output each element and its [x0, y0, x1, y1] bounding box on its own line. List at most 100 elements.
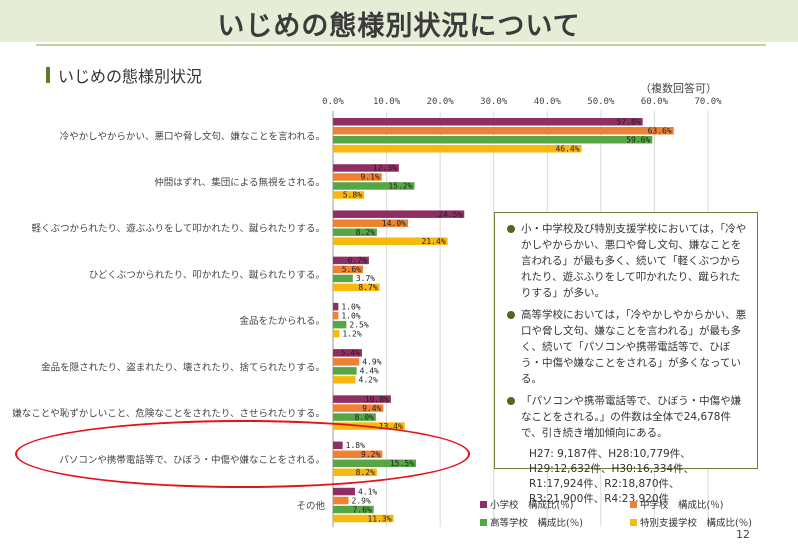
bar-high-school — [333, 367, 357, 375]
bar-junior-high — [333, 127, 674, 135]
data-label: 5.6% — [342, 265, 361, 274]
bar-elementary — [333, 118, 643, 126]
x-tick-label: 60.0% — [641, 97, 669, 107]
multi-answer-note: （複数回答可） — [640, 82, 717, 95]
bar-high-school — [333, 320, 347, 329]
note-stat-line: R1:17,924件、R2:18,870件、 — [529, 478, 680, 490]
category-label: 軽くぶつかられたり、遊ぶふりをして叩かれたり、蹴られたりする。 — [32, 223, 325, 235]
bar-junior-high — [333, 358, 360, 366]
x-tick-label: 40.0% — [534, 97, 562, 107]
slide-header-band — [0, 0, 798, 42]
note-text-2: 高等学校においては，「冷やかしやからかい、悪口や脅し文句、嫌なことを言われる」が… — [521, 309, 747, 385]
x-tick-label: 70.0% — [694, 97, 722, 107]
legend-swatch — [480, 518, 487, 526]
x-tick-label: 50.0% — [587, 97, 615, 107]
legend-item-special-needs: 特別支援学校 構成比(％) — [630, 515, 752, 529]
data-label: 21.4% — [422, 237, 446, 246]
data-label: 10.8% — [365, 395, 389, 404]
note-stat-line: H27: 9,187件、H28:10,779件、 — [529, 448, 691, 460]
slide-title: いじめの態様別状況について — [217, 11, 581, 42]
category-label: 冷やかしやからかい、悪口や脅し文句、嫌なことを言われる。 — [60, 130, 325, 142]
bar-junior-high — [333, 173, 382, 181]
data-label: 1.0% — [341, 302, 360, 311]
bar-high-school — [333, 505, 374, 514]
data-label: 5.4% — [341, 349, 360, 358]
chart-legend: 小学校 構成比(％) 中学校 構成比(％) 高等学校 構成比(％) 特別支援学校… — [480, 497, 770, 533]
note-text-1: 小・中学校及び特別支援学校においては，「冷やかしやからかい、悪口や脅し文句、嫌な… — [521, 223, 747, 299]
category-label: 金品を隠されたり、盗まれたり、壊されたり、捨てられたりする。 — [41, 361, 325, 373]
data-label: 11.3% — [367, 514, 391, 523]
category-label: ひどくぶつかられたり、叩かれたり、蹴られたりする。 — [89, 269, 325, 281]
data-label: 4.2% — [359, 376, 378, 385]
data-label: 3.7% — [356, 274, 375, 283]
bar-high-school — [333, 228, 377, 236]
bar-elementary — [333, 210, 465, 218]
data-label: 5.8% — [343, 191, 362, 200]
bar-junior-high — [333, 404, 384, 412]
x-tick-label: 10.0% — [373, 97, 401, 107]
x-tick-label: 20.0% — [427, 97, 455, 107]
legend-label: 中学校 構成比(％) — [640, 500, 724, 511]
note-text-3: 「パソコンや携帯電話等で、ひぼう・中傷や嫌なことをされる。」の件数は全体で24,… — [521, 395, 742, 439]
note-stat-line: H29:12,632件、H30:16,334件、 — [529, 463, 695, 475]
page-number: 12 — [736, 528, 750, 541]
bar-high-school — [333, 182, 415, 190]
bar-elementary — [333, 349, 362, 357]
bar-special-needs — [333, 329, 340, 338]
bar-elementary — [333, 487, 355, 496]
bullet-icon — [507, 225, 515, 233]
bar-elementary — [333, 395, 391, 403]
data-label: 63.6% — [648, 127, 672, 136]
legend-item-elementary: 小学校 構成比(％) — [480, 497, 573, 511]
legend-label: 小学校 構成比(％) — [490, 500, 574, 511]
bar-high-school — [333, 136, 653, 144]
bar-special-needs — [333, 514, 394, 523]
data-label: 9.4% — [362, 404, 381, 413]
data-label: 1.2% — [342, 329, 361, 338]
bar-special-needs — [333, 376, 356, 384]
section-title: いじめの態様別状況 — [58, 67, 203, 86]
bar-special-needs — [333, 145, 582, 153]
legend-item-high-school: 高等学校 構成比(％) — [480, 515, 583, 529]
note-item: 小・中学校及び特別支援学校においては，「冷やかしやからかい、悪口や脅し文句、嫌な… — [507, 221, 747, 301]
category-label: 仲間はずれ、集団による無視をされる。 — [154, 176, 325, 188]
data-label: 8.7% — [358, 283, 377, 292]
note-stats: H27: 9,187件、H28:10,779件、 H29:12,632件、H30… — [507, 447, 747, 507]
data-label: 4.1% — [358, 487, 377, 496]
data-label: 46.4% — [555, 145, 579, 154]
data-label: 2.9% — [352, 496, 371, 505]
bar-high-school — [333, 274, 353, 283]
bar-elementary — [333, 302, 339, 311]
data-label: 2.5% — [349, 320, 368, 329]
bar-special-needs — [333, 283, 380, 292]
data-label: 4.9% — [362, 358, 381, 367]
x-tick-label: 0.0% — [322, 97, 344, 107]
data-label: 24.5% — [438, 210, 462, 219]
notes-box: 小・中学校及び特別支援学校においては，「冷やかしやからかい、悪口や脅し文句、嫌な… — [494, 212, 758, 505]
note-item: 高等学校においては，「冷やかしやからかい、悪口や脅し文句、嫌なことを言われる」が… — [507, 307, 747, 387]
highlight-ellipse — [15, 420, 470, 488]
title-underline — [36, 44, 766, 46]
bar-junior-high — [333, 311, 339, 320]
legend-label: 特別支援学校 構成比(％) — [640, 518, 752, 529]
bar-junior-high — [333, 496, 349, 505]
category-label: 嫌なことや恥ずかしいこと、危険なことをされたり、させられたりする。 — [12, 408, 325, 420]
legend-item-junior-high: 中学校 構成比(％) — [630, 497, 723, 511]
bar-junior-high — [333, 219, 408, 227]
bar-elementary — [333, 164, 399, 172]
data-label: 59.6% — [626, 136, 650, 145]
data-label: 9.1% — [360, 173, 379, 182]
data-label: 4.4% — [360, 367, 379, 376]
bar-high-school — [333, 413, 376, 421]
legend-swatch — [630, 500, 637, 508]
data-label: 14.0% — [382, 219, 406, 228]
bar-elementary — [333, 256, 369, 265]
bullet-icon — [507, 397, 515, 405]
data-label: 12.3% — [373, 164, 397, 173]
data-label: 6.7% — [348, 256, 367, 265]
note-item: 「パソコンや携帯電話等で、ひぼう・中傷や嫌なことをされる。」の件数は全体で24,… — [507, 393, 747, 441]
bar-special-needs — [333, 191, 365, 199]
section-marker — [46, 67, 50, 83]
legend-label: 高等学校 構成比(％) — [490, 518, 583, 529]
